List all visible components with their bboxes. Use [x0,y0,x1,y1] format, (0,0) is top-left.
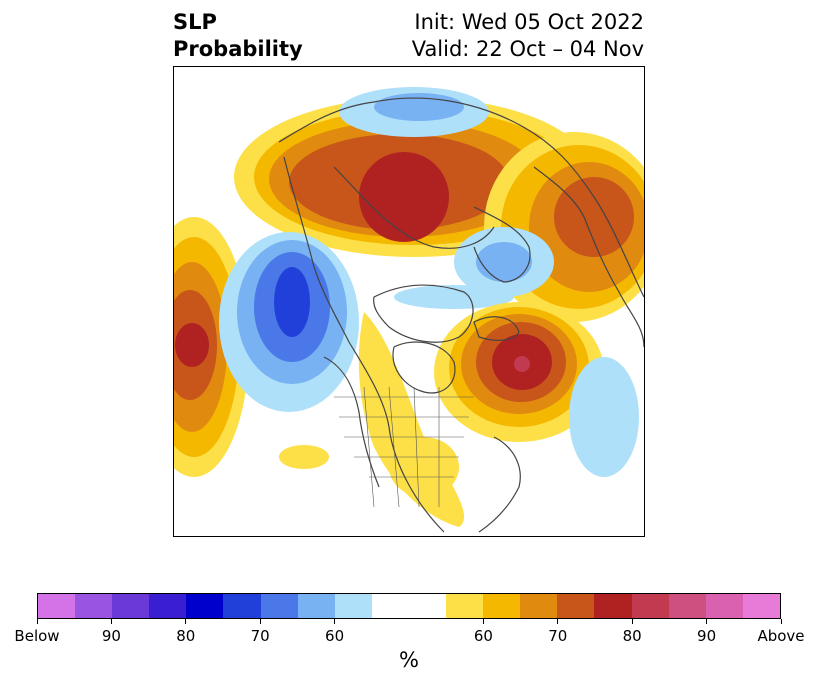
colorbar-swatch [668,594,706,618]
colorbar-swatch [260,594,298,618]
colorbar-swatch [705,594,743,618]
colorbar-swatch [334,594,372,618]
colorbar-tick-label: 80 [176,627,196,645]
colorbar-tick-mark [557,619,559,624]
colorbar-swatch [38,594,76,618]
colorbar-swatch [446,594,484,618]
colorbar-tick-label: Below [14,627,60,645]
title-variable: SLP [173,10,217,34]
colorbar-tick-label: 70 [548,627,568,645]
colorbar-tick-mark [185,619,187,624]
admin-boundaries [334,386,474,508]
colorbar-tick-label: 80 [622,627,642,645]
colorbar-swatch [75,594,113,618]
colorbar-tick-label: 90 [697,627,717,645]
colorbar-tick-label: 70 [250,627,270,645]
colorbar-tick-mark [482,619,484,624]
probability-map [173,66,645,537]
colorbar-swatch [112,594,150,618]
colorbar-tick-label: 60 [325,627,345,645]
map-title-left: SLP Probability [173,9,303,63]
colorbar-swatch [557,594,595,618]
valid-period: Valid: 22 Oct – 04 Nov [411,37,644,61]
colorbar-swatch [520,594,558,618]
colorbar-unit-label: % [399,648,419,672]
map-canvas [174,87,644,533]
colorbar-tick-mark [110,619,112,624]
anomaly-north-atlantic [434,302,604,442]
anomaly-atlantic-east-low [279,357,639,477]
colorbar-swatch [594,594,632,618]
anomaly-eastern-us [358,312,465,527]
colorbar-swatch [186,594,224,618]
colorbar-swatch [631,594,669,618]
colorbar-ticks: Below 90 80 70 60 60 70 80 90 Above [0,619,819,645]
colorbar-tick-label: 60 [473,627,493,645]
init-date: Init: Wed 05 Oct 2022 [414,10,644,34]
colorbar-tick-mark [780,619,782,624]
colorbar-tick-label: 90 [101,627,121,645]
colorbar [37,593,781,619]
colorbar-swatch [483,594,521,618]
colorbar-tick-mark [334,619,336,624]
colorbar-tick-mark [706,619,708,624]
colorbar-tick-mark [259,619,261,624]
title-product: Probability [173,37,303,61]
colorbar-tick-mark [631,619,633,624]
colorbar-swatch [408,594,447,618]
colorbar-tick-mark [36,619,38,624]
colorbar-swatch [223,594,261,618]
colorbar-swatch [371,594,409,618]
colorbar-tick-label: Above [757,627,805,645]
colorbar-swatch [297,594,335,618]
coastlines [278,97,644,533]
anomaly-gulf-of-alaska [219,232,359,412]
map-title-right: Init: Wed 05 Oct 2022 Valid: 22 Oct – 04… [412,9,644,63]
colorbar-swatch [149,594,187,618]
colorbar-swatch [742,594,780,618]
